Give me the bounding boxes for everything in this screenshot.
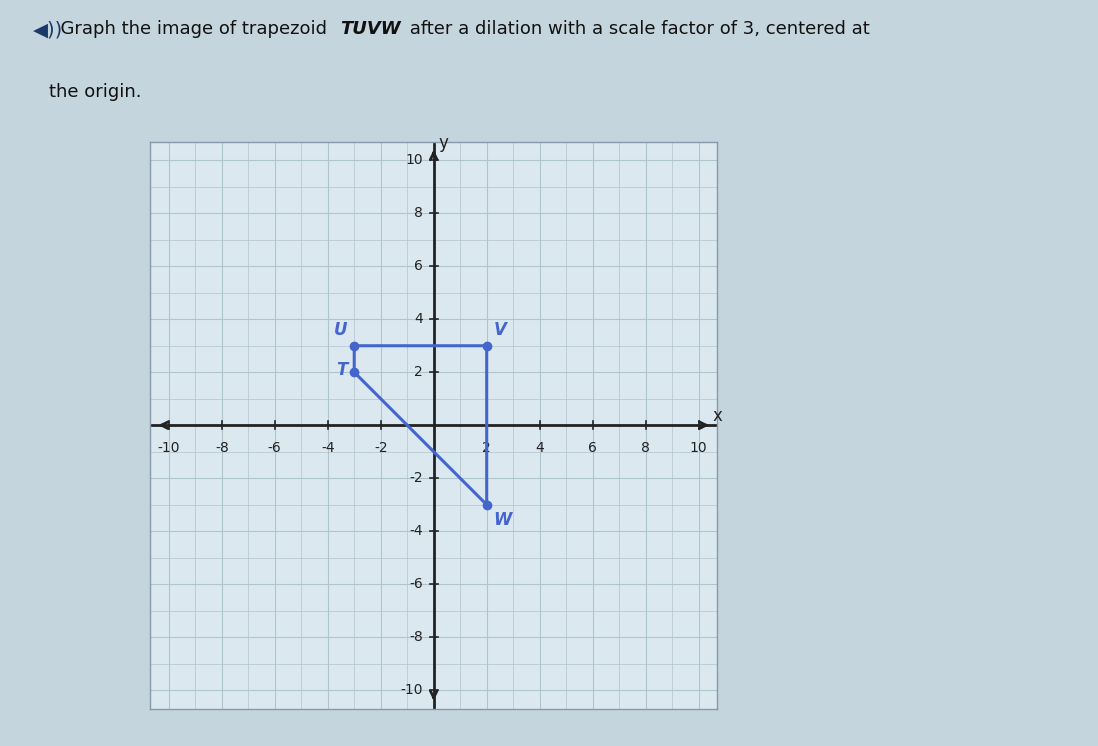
- Text: y: y: [438, 134, 448, 152]
- Text: the origin.: the origin.: [49, 84, 142, 101]
- Text: V: V: [493, 321, 506, 339]
- Text: 10: 10: [690, 441, 707, 455]
- Text: T: T: [336, 361, 348, 379]
- Text: -4: -4: [410, 524, 423, 538]
- Text: 8: 8: [414, 207, 423, 220]
- Text: -2: -2: [374, 441, 388, 455]
- Text: 10: 10: [405, 153, 423, 167]
- Text: W: W: [493, 511, 512, 530]
- Text: U: U: [334, 321, 348, 339]
- Text: 4: 4: [536, 441, 544, 455]
- Text: 4: 4: [414, 313, 423, 326]
- Text: x: x: [713, 407, 722, 425]
- Text: ◀)): ◀)): [33, 20, 64, 39]
- Text: -8: -8: [410, 630, 423, 644]
- Text: 2: 2: [482, 441, 491, 455]
- Text: -10: -10: [157, 441, 180, 455]
- Text: 6: 6: [414, 260, 423, 273]
- Text: -6: -6: [410, 577, 423, 591]
- Text: -10: -10: [401, 683, 423, 698]
- Text: -8: -8: [215, 441, 228, 455]
- Text: -4: -4: [321, 441, 335, 455]
- Text: 8: 8: [641, 441, 650, 455]
- Text: Graph the image of trapezoid: Graph the image of trapezoid: [49, 20, 333, 38]
- Text: -6: -6: [268, 441, 281, 455]
- Text: 2: 2: [414, 366, 423, 379]
- Text: -2: -2: [410, 471, 423, 485]
- Text: after a dilation with a scale factor of 3, centered at: after a dilation with a scale factor of …: [404, 20, 870, 38]
- Text: TUVW: TUVW: [340, 20, 401, 38]
- Text: 6: 6: [589, 441, 597, 455]
